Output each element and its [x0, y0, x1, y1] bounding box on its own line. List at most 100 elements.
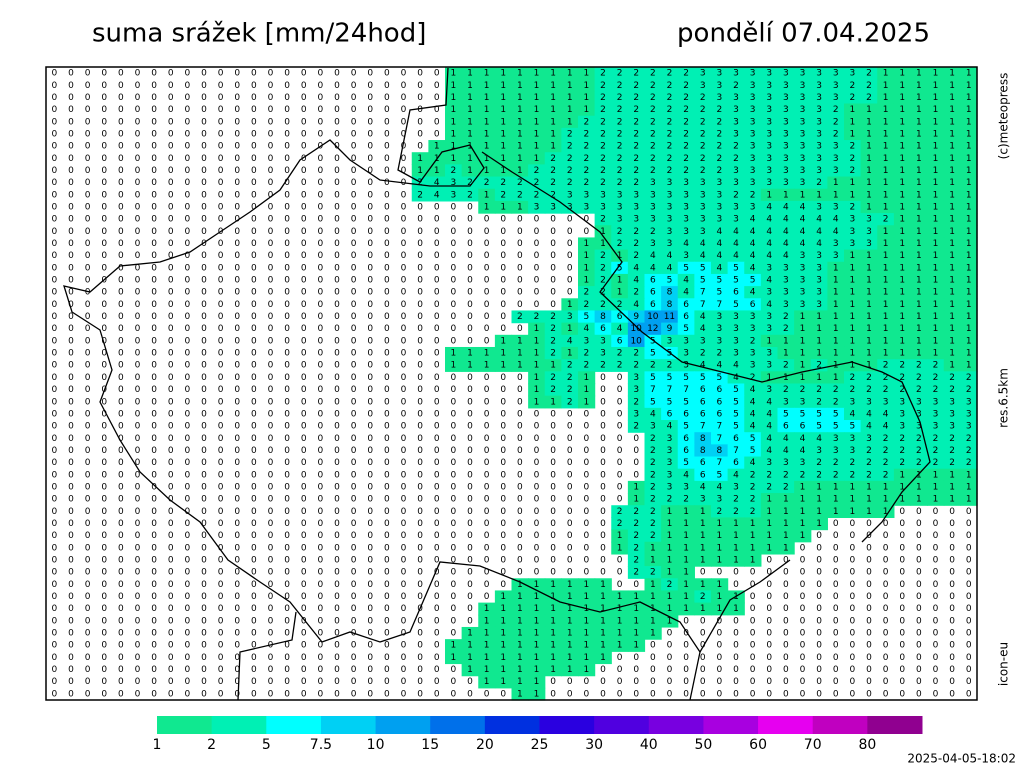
cell-value: 0 — [201, 373, 207, 383]
cell-value: 0 — [816, 689, 822, 699]
cell-value: 0 — [118, 178, 124, 188]
precip-cell — [893, 249, 912, 263]
precip-cell — [893, 237, 912, 251]
cell-value: 0 — [118, 604, 124, 614]
cell-value: 0 — [517, 556, 523, 566]
cell-value: 0 — [384, 300, 390, 310]
cell-value: 0 — [85, 373, 91, 383]
cell-value: 1 — [667, 519, 673, 529]
cell-value: 0 — [401, 665, 407, 675]
cell-value: 0 — [583, 507, 589, 517]
cell-value: 2 — [667, 142, 673, 152]
cell-value: 0 — [417, 385, 423, 395]
cell-value: 0 — [534, 276, 540, 286]
cell-value: 0 — [51, 629, 57, 639]
cell-value: 0 — [450, 604, 456, 614]
cell-value: 1 — [816, 495, 822, 505]
precip-cell — [627, 188, 646, 202]
cell-value: 0 — [334, 434, 340, 444]
precip-cell — [578, 200, 596, 214]
precip-cell — [844, 79, 862, 92]
cell-value: 3 — [683, 202, 689, 212]
cell-value: 0 — [51, 361, 57, 371]
cell-value: 0 — [151, 239, 157, 249]
cell-value: 0 — [251, 81, 257, 91]
cell-value: 3 — [750, 324, 756, 334]
cell-value: 0 — [201, 531, 207, 541]
cell-value: 0 — [766, 556, 772, 566]
cell-value: 0 — [334, 276, 340, 286]
cell-value: 0 — [766, 580, 772, 590]
cell-value: 1 — [833, 312, 839, 322]
precip-cell — [594, 140, 612, 153]
cell-value: 0 — [484, 446, 490, 456]
precip-cell — [677, 200, 695, 214]
legend-label: 2 — [207, 737, 216, 753]
precipitation-field — [411, 67, 978, 701]
legend-label: 10 — [367, 737, 385, 753]
cell-value: 1 — [966, 81, 972, 91]
precip-cell — [627, 371, 646, 385]
precip-cell — [694, 140, 712, 153]
cell-value: 0 — [583, 556, 589, 566]
cell-value: 2 — [633, 531, 639, 541]
cell-value: 2 — [650, 495, 656, 505]
cell-value: 0 — [85, 288, 91, 298]
precip-cell — [910, 140, 928, 153]
cell-value: 0 — [401, 105, 407, 115]
cell-value: 0 — [866, 629, 872, 639]
precip-cell — [943, 115, 961, 129]
cell-value: 0 — [484, 263, 490, 273]
cell-value: 0 — [833, 677, 839, 687]
cell-value: 1 — [883, 507, 889, 517]
precip-cell — [727, 322, 745, 336]
cell-value: 3 — [933, 397, 939, 407]
cell-value: 0 — [467, 604, 473, 614]
precip-cell — [478, 188, 496, 202]
cell-value: 1 — [883, 349, 889, 359]
cell-value: 7 — [716, 422, 722, 432]
cell-value: 0 — [234, 531, 240, 541]
cell-value: 2 — [600, 129, 606, 139]
cell-value: 0 — [384, 105, 390, 115]
precip-cell — [877, 395, 895, 409]
cell-value: 0 — [517, 482, 523, 492]
cell-value: 0 — [284, 385, 290, 395]
cell-value: 0 — [218, 178, 224, 188]
cell-value: 0 — [417, 531, 423, 541]
precip-cell — [578, 273, 596, 287]
precip-cell — [960, 115, 978, 129]
cell-value: 1 — [866, 482, 872, 492]
precip-cell — [860, 188, 878, 202]
cell-value: 0 — [268, 470, 274, 480]
cell-value: 4 — [733, 239, 739, 249]
cell-value: 0 — [417, 470, 423, 480]
precip-cell — [677, 334, 695, 348]
cell-value: 1 — [683, 531, 689, 541]
cell-value: 1 — [966, 312, 972, 322]
cell-value: 0 — [301, 105, 307, 115]
cell-value: 0 — [51, 324, 57, 334]
cell-value: 0 — [184, 227, 190, 237]
cell-value: 0 — [135, 239, 141, 249]
precip-cell — [578, 164, 596, 178]
cell-value: 0 — [234, 105, 240, 115]
precip-cell — [594, 273, 612, 287]
precip-cell — [494, 346, 513, 360]
cell-value: 0 — [284, 677, 290, 687]
cell-value: 0 — [184, 288, 190, 298]
cell-value: 0 — [251, 117, 257, 127]
cell-value: 0 — [85, 604, 91, 614]
precip-cell — [561, 395, 579, 409]
cell-value: 0 — [168, 117, 174, 127]
precip-cell — [810, 115, 828, 129]
cell-value: 2 — [667, 580, 673, 590]
precip-cell — [661, 310, 679, 324]
precip-cell — [578, 79, 596, 92]
cell-value: 2 — [849, 93, 855, 103]
cell-value: 0 — [317, 373, 323, 383]
cell-value: 0 — [135, 568, 141, 578]
precip-cell — [960, 79, 978, 92]
cell-value: 0 — [317, 543, 323, 553]
